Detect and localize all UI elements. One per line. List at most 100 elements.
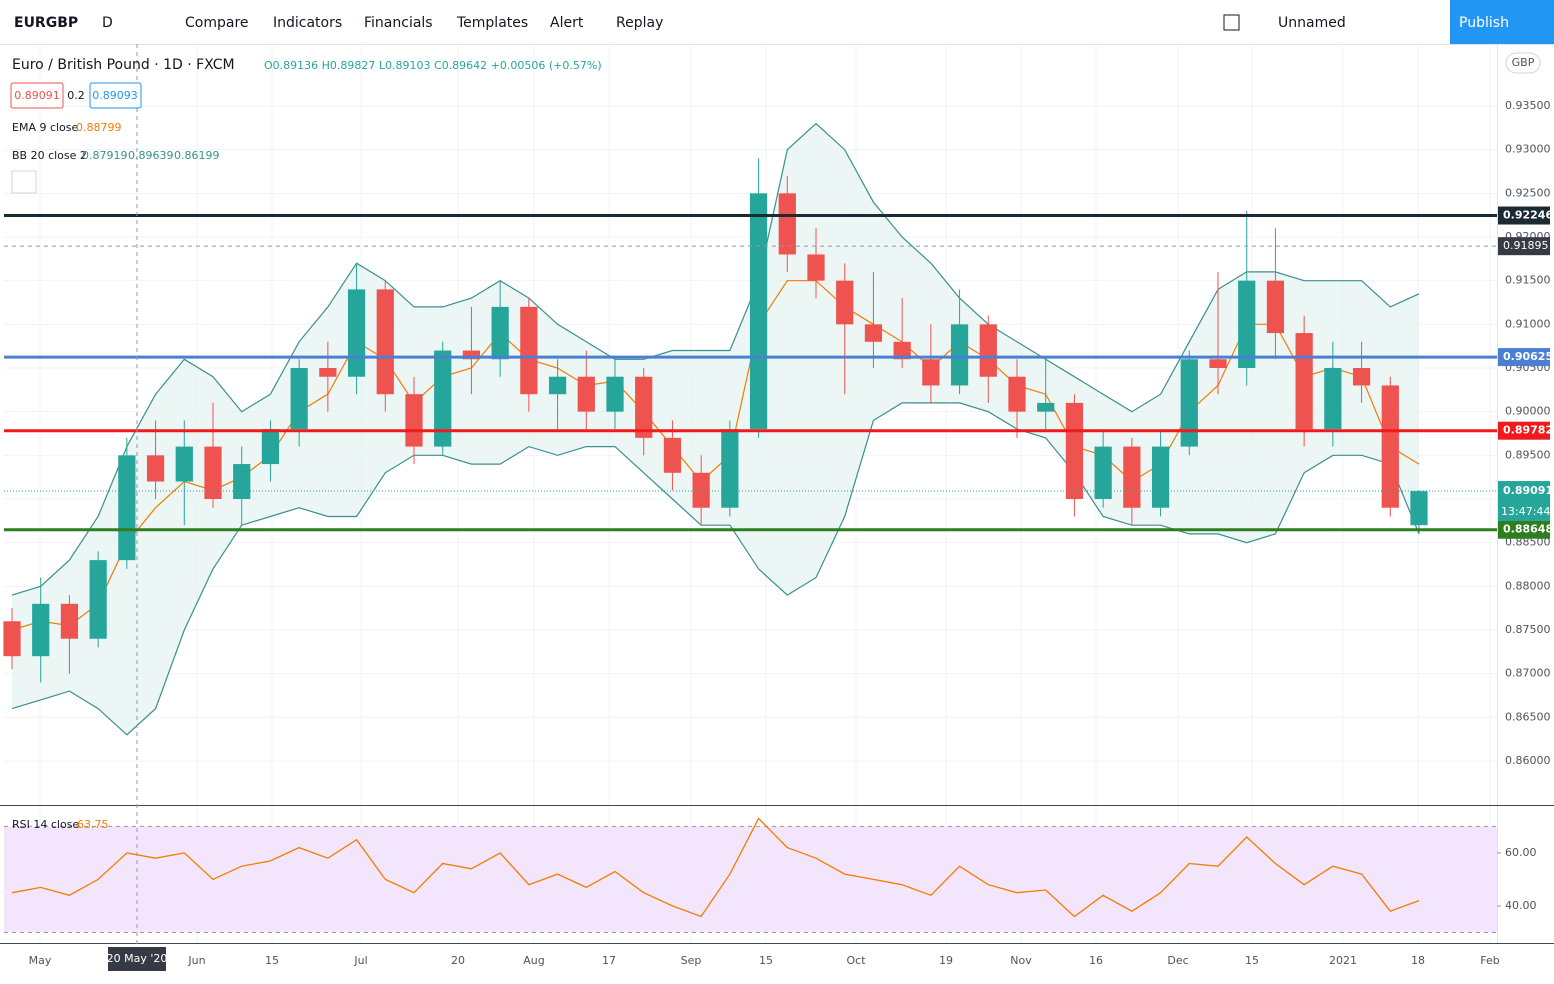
candle-body: [577, 376, 595, 412]
buy-button[interactable]: [89, 82, 142, 109]
candle-body: [405, 394, 423, 447]
candle-body: [376, 289, 394, 395]
publish-label[interactable]: Publish: [1459, 15, 1509, 31]
y-tick-label: 0.88000: [1505, 579, 1551, 592]
rsi-line: [11, 817, 1420, 918]
candle-body: [118, 455, 136, 561]
series-title: Euro / British Pound · 1D · FXCM: [12, 57, 235, 73]
candle-body: [1151, 446, 1170, 508]
symbol[interactable]: EURGBP: [14, 15, 78, 31]
candle-body: [1410, 491, 1428, 526]
countdown: 13:47:44: [1501, 505, 1550, 518]
candle-body: [721, 429, 739, 508]
toolbar-button[interactable]: Compare: [185, 15, 249, 31]
x-tick-label: 2021: [1329, 954, 1357, 967]
candle-body: [606, 376, 624, 412]
x-tick-label: 19: [939, 954, 953, 967]
candle-body: [893, 341, 911, 360]
toolbar-button[interactable]: Financials: [364, 15, 433, 31]
currency: GBP: [1512, 56, 1535, 69]
candle-body: [462, 350, 481, 360]
toolbar-button[interactable]: Indicators: [273, 15, 342, 31]
layout-name[interactable]: Unnamed: [1278, 15, 1346, 31]
candle-body: [778, 193, 796, 255]
bb-name: BB 20 close 2: [12, 149, 87, 162]
candle-body: [1295, 333, 1313, 430]
candle-body: [520, 306, 538, 395]
candle-body: [491, 306, 509, 360]
collapse-button[interactable]: [11, 170, 37, 194]
candle-body: [1381, 385, 1399, 508]
candle-body: [3, 621, 21, 657]
level-label-bg: [1498, 421, 1550, 440]
plot: [3, 44, 1497, 944]
candle-body: [635, 376, 653, 438]
level-label-bg: [1498, 348, 1550, 367]
rsi-name: RSI 14 close: [12, 818, 79, 831]
candle-body: [1352, 367, 1371, 386]
x-tick-label: 17: [602, 954, 616, 967]
candle-body: [434, 350, 452, 447]
ohlc-values: O0.89136 H0.89827 L0.89103 C0.89642 +0.0…: [264, 59, 602, 72]
bb-fill: [12, 123, 1419, 735]
candle-body: [233, 464, 251, 499]
interval[interactable]: D: [102, 15, 113, 31]
y-tick-label: 0.90000: [1505, 405, 1551, 418]
candle-body: [548, 376, 567, 395]
candle-body: [864, 324, 883, 342]
crosshair-date: 20 May '20: [107, 952, 168, 965]
candle-body: [1065, 402, 1084, 499]
rsi-tick-label: 40.00: [1505, 899, 1537, 912]
x-tick-label: Dec: [1167, 954, 1188, 967]
y-tick-label: 0.91000: [1505, 317, 1551, 330]
bb-upper: [11, 122, 1420, 596]
level-label: 0.89782: [1503, 424, 1553, 437]
crosshair-label-bg: [1498, 237, 1550, 256]
spread: 0.2: [67, 89, 85, 102]
candle-body: [290, 367, 308, 430]
x-tick-label: 15: [265, 954, 279, 967]
last-price-bg: [1498, 481, 1550, 522]
candle-body: [146, 455, 165, 482]
candle-body: [347, 289, 366, 377]
bid[interactable]: 0.89091: [14, 89, 60, 102]
x-tick-label: 20: [451, 954, 465, 967]
candle-body: [922, 359, 940, 386]
publish-button[interactable]: [1450, 0, 1554, 44]
crosshair-date-bg: [108, 947, 166, 971]
x-tick-label: May: [29, 954, 52, 967]
y-tick-label: 0.89500: [1505, 448, 1551, 461]
y-tick-label: 0.87500: [1505, 623, 1551, 636]
level-label: 0.90625: [1503, 350, 1553, 363]
candle-body: [692, 472, 710, 508]
candle-body: [1123, 446, 1141, 508]
toolbar-button[interactable]: Replay: [616, 15, 663, 31]
x-tick-label: Jun: [187, 954, 205, 967]
ask[interactable]: 0.89093: [92, 89, 138, 102]
sell-button[interactable]: [10, 82, 64, 109]
candle-body: [1266, 280, 1285, 334]
candle-body: [204, 446, 222, 499]
toolbar-button[interactable]: Alert: [550, 15, 584, 31]
x-tick-label: 16: [1089, 954, 1103, 967]
y-tick-label: 0.93500: [1505, 99, 1551, 112]
currency-badge[interactable]: [1505, 52, 1541, 74]
ema-last: 0.88799: [76, 121, 122, 134]
level-label: 0.92246: [1503, 209, 1553, 222]
candle-body: [1008, 376, 1026, 412]
candle-body: [89, 560, 107, 639]
y-tick-label: 0.88500: [1505, 536, 1551, 549]
last-price-label: 0.89091: [1503, 484, 1553, 497]
candle-body: [749, 193, 768, 430]
x-tick-label: Feb: [1480, 954, 1499, 967]
toolbar-button[interactable]: Templates: [456, 15, 528, 31]
level-label-bg: [1498, 520, 1550, 539]
candle-body: [1037, 402, 1055, 412]
x-tick-label: 15: [759, 954, 773, 967]
legend: Euro / British Pound · 1D · FXCM O0.8913…: [10, 52, 1541, 831]
rsi-last: 63.75: [77, 818, 109, 831]
bb-lower: [11, 402, 1420, 736]
layout-icon[interactable]: [1223, 14, 1240, 31]
candle-body: [175, 446, 193, 482]
candle-body: [1209, 359, 1227, 368]
